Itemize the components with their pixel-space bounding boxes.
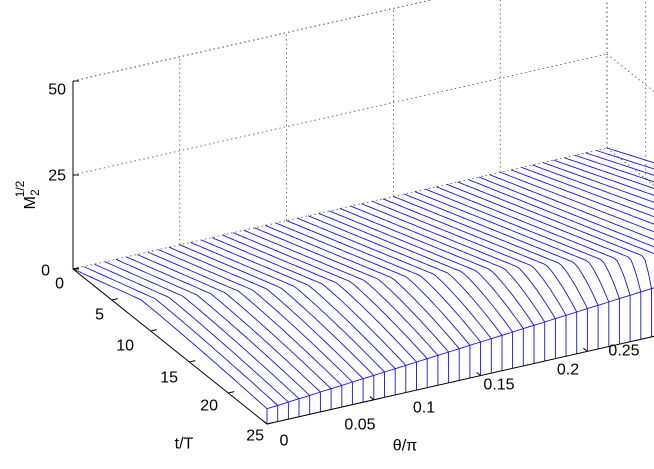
grid-line (607, 0, 654, 115)
surface-curve (351, 206, 545, 322)
y-tick (189, 361, 195, 362)
grid-line (607, 0, 654, 115)
x-tick-label: 0.25 (608, 343, 639, 360)
x-axis-label: θ/π (393, 438, 417, 455)
z-tick-label: 0 (41, 263, 50, 280)
y-tick-label: 0 (55, 276, 64, 293)
y-tick (228, 392, 234, 393)
surface-curve (383, 199, 577, 312)
grid-line (607, 148, 654, 303)
y-tick-label: 20 (200, 398, 218, 415)
surface-curve (372, 201, 566, 315)
x-tick (263, 421, 267, 424)
y-tick-label: 15 (160, 370, 178, 387)
grid-line (73, 54, 607, 175)
x-tick-label: 0.1 (413, 400, 435, 417)
y-tick-label: 10 (116, 338, 134, 355)
x-tick-label: 0.15 (483, 377, 514, 394)
surface-curve (361, 204, 555, 319)
y-tick (151, 330, 157, 331)
y-tick-label: 5 (95, 307, 104, 324)
z-axis-label: M21/2 (13, 180, 42, 209)
z-axis-label-sup: 1/2 (13, 180, 27, 197)
surface-curve (319, 213, 513, 332)
x-tick (370, 397, 374, 400)
y-tick (267, 423, 273, 424)
y-axis-line (73, 269, 267, 424)
svg-text:M21/2: M21/2 (13, 180, 42, 209)
y-tick-labels: 0 5 10 15 20 25 (55, 276, 264, 445)
surface-front-edge (267, 242, 654, 409)
z-tick-label: 25 (48, 168, 66, 185)
grid-line (73, 0, 607, 81)
x-tick-label: 0.2 (557, 362, 579, 379)
z-tick-label: 50 (48, 82, 66, 99)
surface-curve (436, 187, 630, 296)
x-tick-label: 0 (280, 433, 289, 450)
z-tick-labels: 0 25 50 (41, 82, 66, 280)
z-axis-label-sub: 2 (28, 189, 42, 196)
surface-curve (404, 194, 598, 305)
y-tick-label: 25 (246, 428, 264, 445)
x-tick-label: 0.05 (344, 417, 375, 434)
x-tick (477, 372, 481, 375)
surface-curve (425, 189, 619, 299)
grid-line (73, 0, 607, 81)
x-tick (583, 348, 587, 351)
surface-curve (543, 163, 654, 233)
surface-curve (308, 216, 502, 335)
x-axis-line (267, 303, 654, 424)
y-axis-label: t/T (175, 436, 194, 453)
surface-curve (447, 184, 641, 292)
surface-curve (415, 192, 609, 302)
y-tick (112, 299, 118, 300)
